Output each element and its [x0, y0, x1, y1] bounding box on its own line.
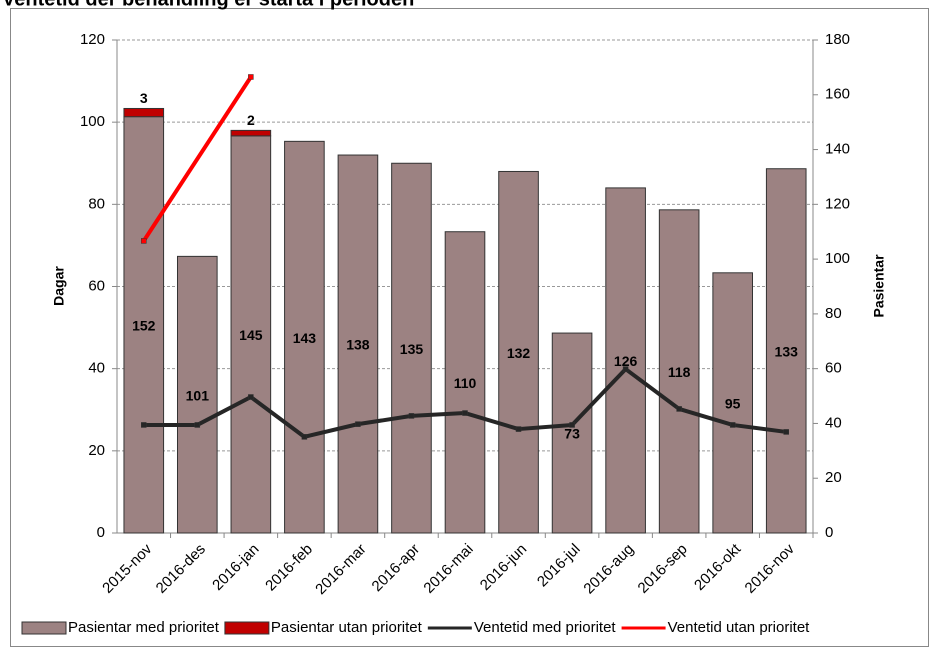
legend-label: Ventetid utan prioritet — [668, 619, 811, 636]
y2-tick-label: 180 — [825, 31, 850, 48]
legend-label: Pasientar med prioritet — [68, 619, 220, 636]
y2-tick-label: 100 — [825, 250, 850, 267]
data-label: 145 — [239, 327, 263, 343]
y-tick-label: 100 — [80, 113, 105, 130]
data-label: 133 — [775, 344, 799, 360]
data-label: 132 — [507, 345, 531, 361]
data-label: 110 — [454, 375, 477, 391]
bar — [123, 116, 165, 534]
y2-tick-label: 120 — [825, 195, 850, 212]
line-marker — [248, 74, 254, 80]
legend-label: Pasientar utan prioritet — [271, 619, 423, 636]
line-marker — [783, 429, 789, 435]
data-label: 126 — [614, 353, 638, 369]
bar — [284, 140, 325, 534]
bar — [123, 107, 165, 118]
line-marker — [194, 422, 201, 428]
bar — [658, 209, 700, 534]
data-label: 101 — [186, 387, 210, 403]
y2-tick-label: 140 — [825, 141, 850, 158]
data-label: 152 — [132, 318, 156, 334]
legend-item: Pasientar med prioritet — [21, 619, 220, 636]
chart-title: Ventetid der behandling er starta i peri… — [2, 0, 414, 10]
y2-tick-label: 80 — [825, 305, 842, 322]
y-axis-title: Dagar — [51, 266, 67, 306]
y-tick-label: 120 — [80, 31, 105, 48]
line-marker — [141, 238, 147, 244]
legend-label: Ventetid med prioritet — [474, 619, 617, 636]
y2-tick-label: 20 — [825, 469, 842, 486]
bar — [765, 168, 807, 534]
bar — [391, 162, 432, 534]
y-tick-label: 60 — [88, 277, 105, 294]
data-label: 73 — [564, 426, 580, 442]
y2-tick-label: 60 — [825, 360, 842, 377]
line-marker — [515, 426, 522, 432]
legend-item: Pasientar utan prioritet — [224, 619, 423, 636]
y2-tick-label: 0 — [825, 524, 833, 541]
y-tick-label: 0 — [97, 524, 105, 541]
data-label: 143 — [293, 330, 317, 346]
line-marker — [729, 422, 736, 428]
legend-swatch — [21, 621, 67, 635]
data-label: 3 — [140, 90, 148, 106]
line-marker — [676, 406, 682, 412]
line-marker — [408, 413, 415, 419]
bar — [444, 231, 486, 534]
line-marker — [141, 422, 147, 428]
y-tick-label: 20 — [88, 442, 105, 459]
legend-swatch — [224, 621, 270, 635]
data-label: 138 — [346, 337, 370, 353]
line-marker — [248, 394, 254, 400]
line-marker — [301, 434, 308, 440]
y-tick-label: 40 — [88, 360, 105, 377]
bar — [176, 255, 218, 534]
line-marker — [569, 422, 575, 428]
y2-tick-label: 160 — [825, 86, 850, 103]
data-label: 135 — [400, 341, 424, 357]
line — [142, 75, 253, 242]
y2-axis-title: Pasientar — [871, 254, 887, 318]
bar — [605, 187, 646, 534]
bar — [551, 332, 593, 534]
line-marker — [622, 366, 629, 372]
legend-item: Ventetid utan prioritet — [621, 619, 811, 636]
y-tick-label: 80 — [88, 195, 105, 212]
bar — [712, 272, 754, 534]
data-label: 2 — [247, 112, 255, 128]
data-label: 118 — [668, 364, 691, 380]
bar — [337, 154, 379, 534]
y2-tick-label: 40 — [825, 414, 842, 431]
legend-item: Ventetid med prioritet — [427, 619, 617, 636]
data-label: 95 — [725, 396, 741, 412]
line-marker — [355, 421, 361, 427]
bar — [230, 129, 272, 137]
line-marker — [462, 410, 468, 416]
bar — [498, 170, 539, 534]
